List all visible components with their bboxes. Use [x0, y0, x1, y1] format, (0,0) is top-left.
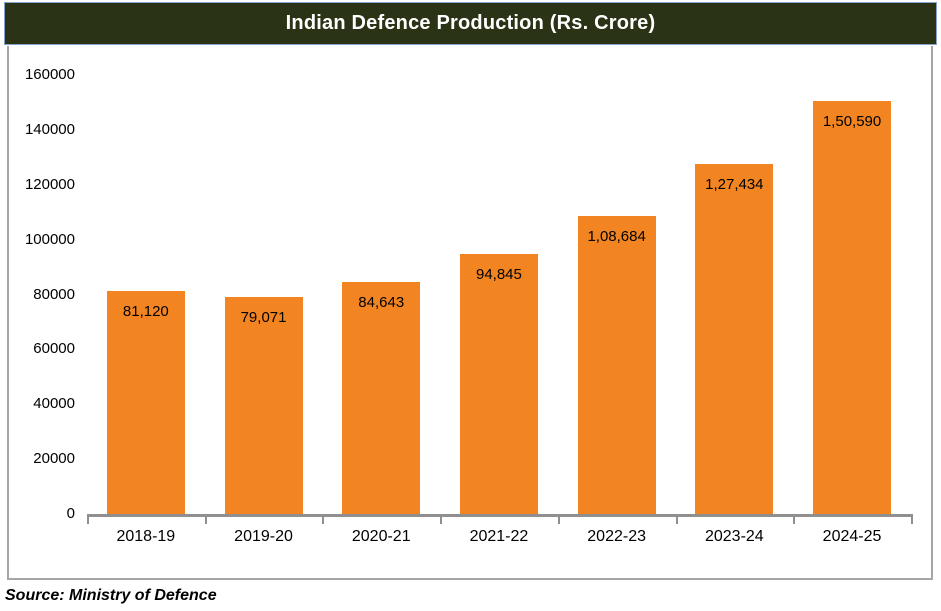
chart-title: Indian Defence Production (Rs. Crore) [4, 2, 937, 45]
y-axis-tick-label: 80000 [33, 285, 75, 303]
x-axis-tick [322, 514, 325, 524]
x-axis-tick [87, 514, 89, 524]
x-axis-tick [204, 514, 207, 524]
y-axis-tick-label: 20000 [33, 450, 75, 468]
x-axis-tick [910, 514, 913, 524]
x-axis-label: 2019-20 [234, 528, 293, 545]
source-note: Source: Ministry of Defence [5, 587, 217, 604]
bar-value-label: 84,643 [358, 293, 405, 311]
x-axis-tick [557, 514, 560, 524]
x-axis-tick [440, 514, 443, 524]
bar-value-label: 79,071 [240, 309, 287, 327]
x-axis-label: 2021-22 [469, 528, 529, 545]
x-axis-tick [675, 514, 678, 524]
x-axis-label: 2023-24 [704, 528, 764, 545]
bar [813, 100, 892, 514]
bar [106, 291, 185, 514]
x-axis-label: 2022-23 [587, 528, 646, 545]
x-axis-tick [793, 514, 796, 524]
y-axis-tick-label: 160000 [24, 66, 75, 83]
y-axis-tick-label: 60000 [33, 340, 75, 358]
bar [577, 215, 656, 514]
x-axis-label: 2018-19 [116, 528, 176, 545]
bar-value-label: 81,120 [122, 303, 169, 321]
bar-value-label: 1,27,434 [705, 176, 764, 194]
x-axis-label: 2024-25 [822, 528, 882, 545]
y-axis-tick-label: 0 [66, 505, 75, 522]
y-axis-tick-label: 40000 [33, 395, 75, 413]
bar-value-label: 94,845 [475, 265, 522, 283]
x-axis-label: 2020-21 [351, 528, 411, 545]
bar [695, 164, 774, 514]
bar-value-label: 1,08,684 [587, 227, 646, 245]
y-axis-tick-label: 140000 [24, 120, 75, 138]
chart-area: 0 20000 40000 60000 80000 100000 120000 140000 1… [7, 46, 933, 580]
bar-value-label: 1,50,590 [822, 112, 882, 130]
plot-area: 0 20000 40000 60000 80000 100000 120000 140000 1… [9, 46, 931, 578]
y-axis-tick-label: 120000 [24, 175, 75, 193]
y-axis-tick-label: 100000 [24, 230, 75, 248]
x-axis-line [87, 514, 913, 517]
bar [342, 281, 421, 514]
bar [459, 253, 538, 514]
bar [224, 297, 303, 514]
